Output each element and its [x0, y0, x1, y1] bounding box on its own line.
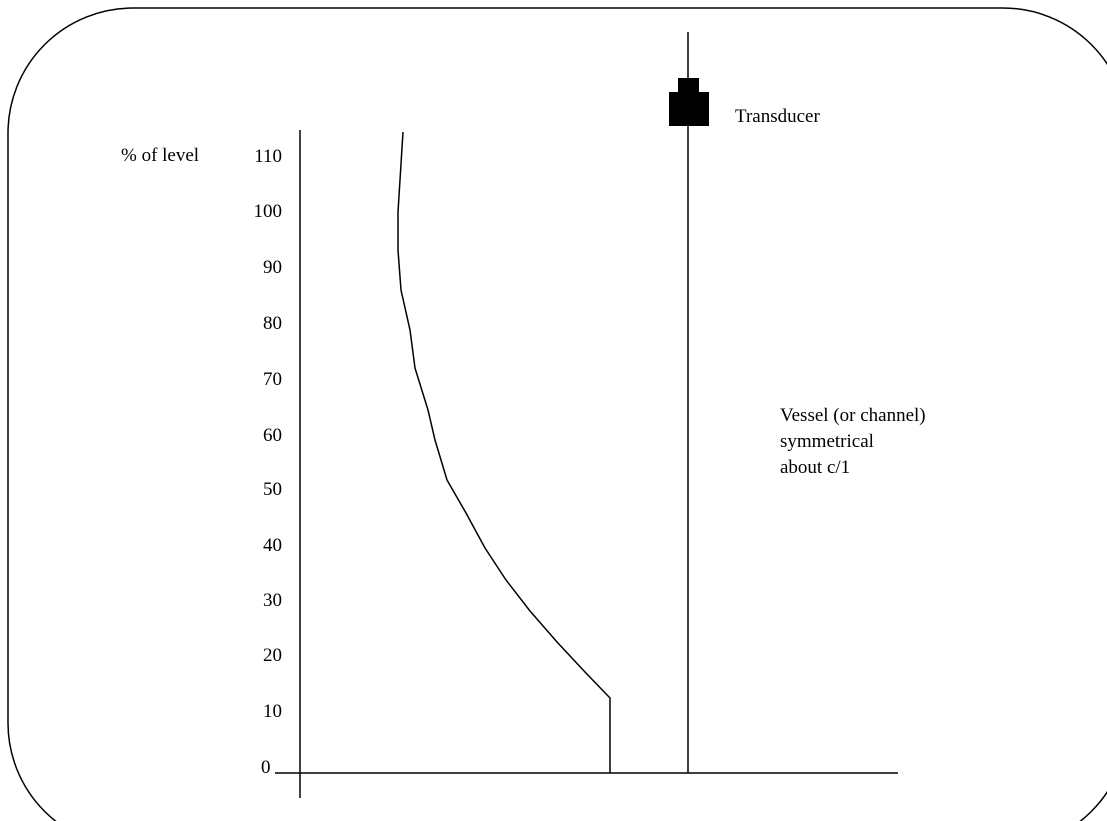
tick-label-80: 80 — [263, 313, 282, 334]
tick-label-50: 50 — [263, 479, 282, 500]
tick-label-100: 100 — [253, 201, 283, 222]
note-line-1: Vessel (or channel) — [780, 405, 926, 426]
tick-label-10: 10 — [263, 701, 282, 722]
tick-label-20: 20 — [263, 645, 282, 666]
tick-label-110: 110 — [254, 146, 282, 167]
tick-label-0: 0 — [261, 757, 271, 778]
tick-label-40: 40 — [263, 535, 282, 556]
tick-label-30: 30 — [263, 590, 282, 611]
vessel-wall-profile — [397, 131, 611, 773]
tick-label-70: 70 — [263, 369, 282, 390]
note-line-3: about c/1 — [780, 457, 851, 478]
note-line-2: symmetrical — [780, 431, 874, 452]
tick-label-90: 90 — [263, 257, 282, 278]
transducer-label: Transducer — [735, 106, 820, 127]
tick-label-60: 60 — [263, 425, 282, 446]
rounded-border — [7, 7, 1107, 821]
axis-label: % of level — [121, 145, 200, 166]
vessel-note: Vessel (or channel) symmetrical about c/… — [780, 403, 926, 481]
transducer-icon — [669, 78, 709, 126]
